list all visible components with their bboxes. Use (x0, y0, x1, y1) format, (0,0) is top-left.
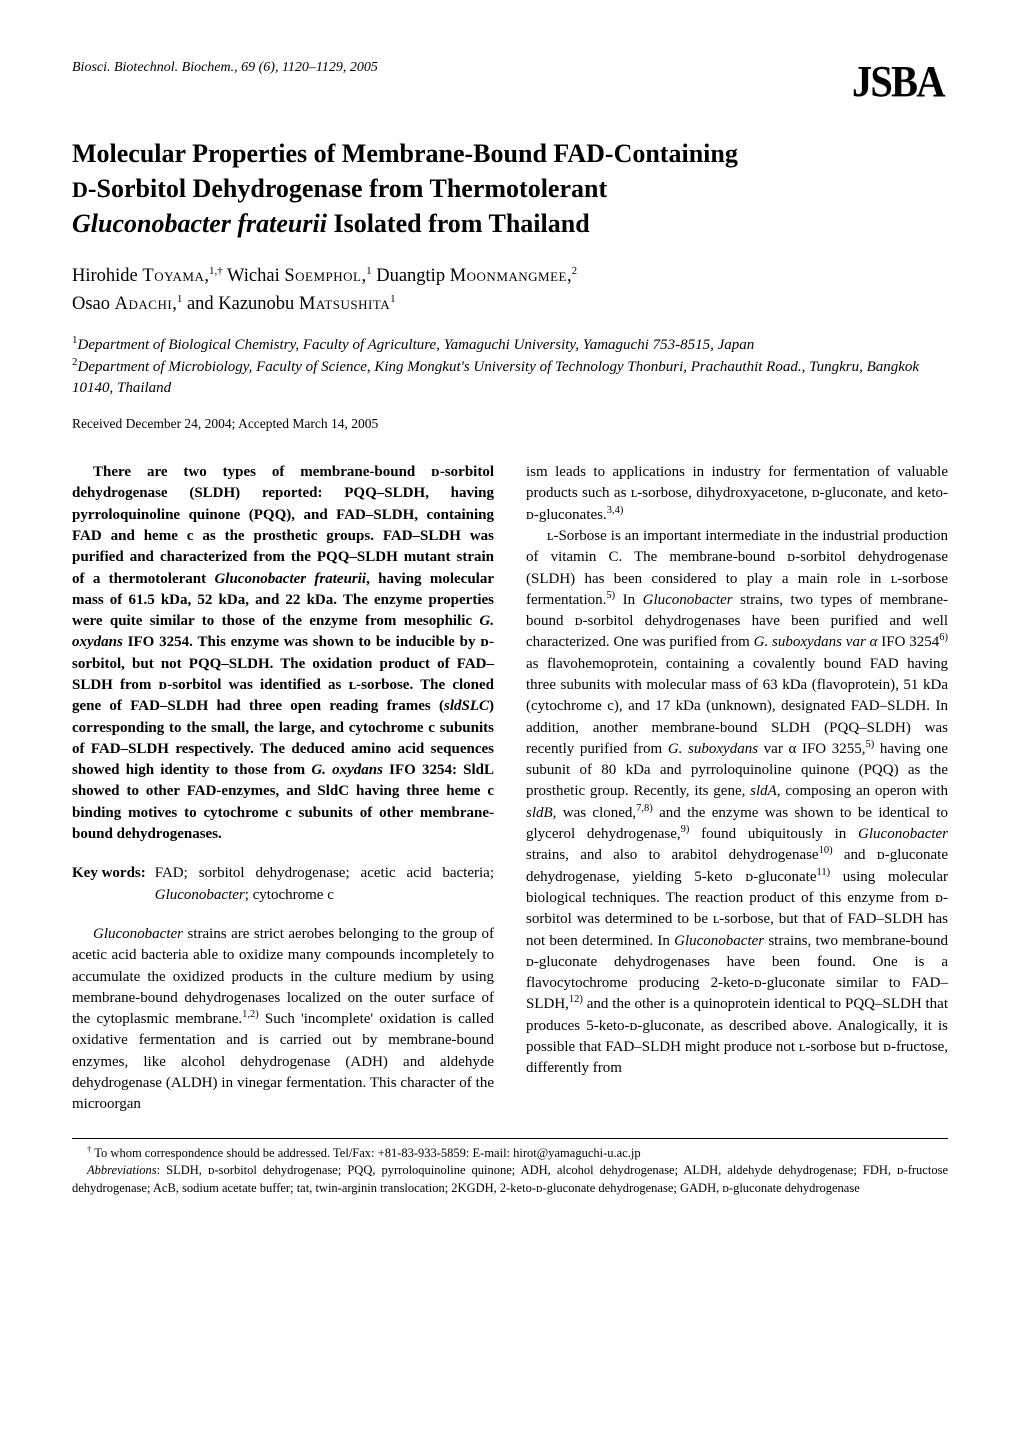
footnote-corresponding: † To whom correspondence should be addre… (72, 1145, 948, 1163)
intro-p2-gene1: sldA (750, 783, 777, 799)
author-3-surname: Moonmangmee (450, 266, 567, 286)
intro-p2-genus1: Gluconobacter (643, 592, 733, 608)
affil-2: Department of Microbiology, Faculty of S… (72, 359, 919, 397)
body-columns: There are two types of membrane-bound ᴅ-… (72, 462, 948, 1116)
intro-p2-species1: G. suboxydans var α (754, 634, 878, 650)
title-smallcap-d: D (72, 177, 88, 202)
author-1-given: Hirohide (72, 266, 142, 286)
intro-p2-t8: , composing an operon with (777, 783, 948, 799)
intro-paragraph-1: Gluconobacter strains are strict aerobes… (72, 924, 494, 1116)
intro-p2-t2: In (615, 592, 643, 608)
author-5-surname: Matsushita (299, 294, 390, 314)
received-accepted-dates: Received December 24, 2004; Accepted Mar… (72, 416, 948, 432)
intro-p1-continued: ism leads to applications in industry fo… (526, 462, 948, 526)
intro-p2-t9: , was cloned, (553, 805, 636, 821)
keywords-body: FAD; sorbitol dehydrogenase; acetic acid… (155, 863, 494, 906)
page: Biosci. Biotechnol. Biochem., 69 (6), 11… (0, 0, 1020, 1443)
author-2-given: Wichai (223, 266, 285, 286)
keywords-label: Key words: (72, 863, 146, 906)
journal-citation: Biosci. Biotechnol. Biochem., 69 (6), 11… (72, 60, 378, 76)
intro-p2-t6: var α IFO 3255, (758, 741, 865, 757)
abstract-species-3: G. oxydans (311, 762, 383, 778)
author-1-affil-sup: 1,† (209, 265, 223, 277)
intro-p2-ref1: 5) (606, 590, 615, 601)
footnote-abbreviations: Abbreviations: SLDH, ᴅ-sorbitol dehydrog… (72, 1162, 948, 1197)
header-row: Biosci. Biotechnol. Biochem., 69 (6), 11… (72, 60, 948, 104)
affiliations: 1Department of Biological Chemistry, Fac… (72, 335, 948, 400)
intro-p2-ref8: 12) (569, 994, 583, 1005)
abstract-t3: IFO 3254. This enzyme was shown to be in… (72, 634, 494, 714)
intro-p2-t11: found ubiquitously in (689, 826, 858, 842)
author-1-surname: Toyama (142, 266, 204, 286)
title-species: Gluconobacter frateurii (72, 209, 327, 238)
column-right: ism leads to applications in industry fo… (526, 462, 948, 1116)
author-list: Hirohide Toyama,1,† Wichai Soemphol,1 Du… (72, 263, 948, 319)
jsba-logo: JSBA (852, 60, 944, 104)
author-4-given: Osao (72, 294, 115, 314)
intro-paragraph-2: ʟ-Sorbose is an important intermediate i… (526, 526, 948, 1080)
intro-p1-ref1: 1,2) (242, 1009, 259, 1020)
author-3-given: Duangtip (372, 266, 450, 286)
intro-p2-species2: G. suboxydans (668, 741, 758, 757)
intro-p2-t4: IFO 3254 (877, 634, 939, 650)
title-line2: -Sorbitol Dehydrogenase from Thermotoler… (88, 174, 607, 203)
intro-p2-ref7: 11) (816, 867, 830, 878)
abstract-gene: sldSLC (444, 698, 489, 714)
intro-p2-genus3: Gluconobacter (674, 933, 764, 949)
intro-p2-t12: strains, and also to arabitol dehydrogen… (526, 847, 819, 863)
intro-p1c-ref: 3,4) (607, 505, 624, 516)
intro-p2-genus2: Gluconobacter (858, 826, 948, 842)
author-2-surname: Soemphol (284, 266, 361, 286)
column-left: There are two types of membrane-bound ᴅ-… (72, 462, 494, 1116)
footnote-2-text: : SLDH, ᴅ-sorbitol dehydrogenase; PQQ, p… (72, 1163, 948, 1195)
intro-p1c-t1: ism leads to applications in industry fo… (526, 464, 948, 523)
footnote-rule (72, 1138, 948, 1139)
intro-p2-ref6: 10) (819, 845, 833, 856)
intro-p2-ref3: 5) (866, 739, 875, 750)
author-3-affil-sup: 2 (572, 265, 578, 277)
intro-p2-ref2: 6) (939, 632, 948, 643)
footnote-1-text: To whom correspondence should be address… (91, 1146, 640, 1160)
keywords-genus: Gluconobacter (155, 887, 245, 903)
author-5-join: and Kazunobu (182, 294, 299, 314)
title-line1: Molecular Properties of Membrane-Bound F… (72, 139, 738, 168)
title-line3-post: Isolated from Thailand (327, 209, 590, 238)
footnote-abbrev-label: Abbreviations (87, 1163, 157, 1177)
author-5-affil-sup: 1 (390, 293, 396, 305)
abstract-species-1: Gluconobacter frateurii (214, 571, 366, 587)
intro-p2-gene2: sldB (526, 805, 553, 821)
footnotes: † To whom correspondence should be addre… (72, 1145, 948, 1198)
keywords-pre: FAD; sorbitol dehydrogenase; acetic acid… (155, 865, 494, 881)
intro-p2-ref4: 7,8) (636, 803, 653, 814)
affil-1: Department of Biological Chemistry, Facu… (78, 337, 755, 353)
keywords-post: ; cytochrome c (245, 887, 334, 903)
intro-p2-t16: and the other is a quinoprotein identica… (526, 996, 948, 1076)
abstract: There are two types of membrane-bound ᴅ-… (72, 462, 494, 845)
abstract-t1: There are two types of membrane-bound ᴅ-… (72, 464, 494, 586)
author-4-surname: Adachi (115, 294, 173, 314)
article-title: Molecular Properties of Membrane-Bound F… (72, 136, 948, 241)
keywords: Key words: FAD; sorbitol dehydrogenase; … (72, 863, 494, 906)
intro-p1-genus: Gluconobacter (93, 926, 183, 942)
